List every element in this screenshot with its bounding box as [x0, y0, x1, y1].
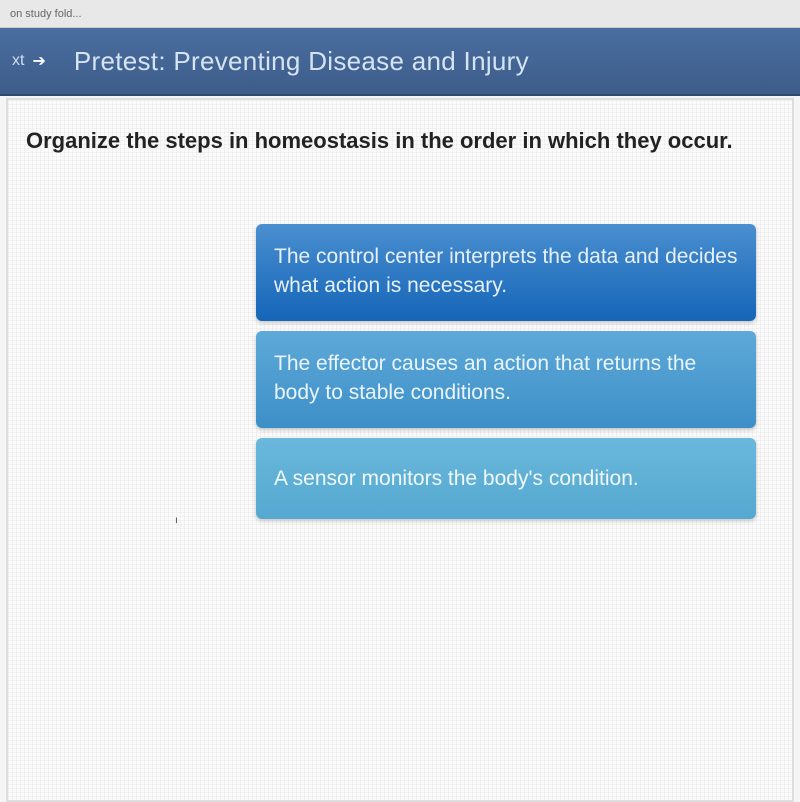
answer-card-text: A sensor monitors the body's condition.: [274, 467, 639, 490]
lesson-title: Pretest: Preventing Disease and Injury: [74, 46, 529, 77]
answer-card[interactable]: The control center interprets the data a…: [256, 224, 756, 321]
nav-back-text[interactable]: xt: [12, 52, 24, 70]
nav-arrow-icon[interactable]: ➔: [32, 51, 45, 71]
cursor-mark: ı: [175, 515, 178, 526]
browser-tab-bar: on study fold...: [0, 0, 800, 28]
answer-cards-container: The control center interprets the data a…: [256, 224, 756, 519]
question-content: Organize the steps in homeostasis in the…: [6, 98, 794, 802]
browser-tab-text: on study fold...: [10, 8, 82, 20]
answer-card-text: The control center interprets the data a…: [274, 245, 737, 297]
answer-card[interactable]: The effector causes an action that retur…: [256, 331, 756, 428]
question-prompt: Organize the steps in homeostasis in the…: [26, 128, 774, 154]
lesson-header: xt ➔ Pretest: Preventing Disease and Inj…: [0, 28, 800, 96]
answer-card[interactable]: A sensor monitors the body's condition.: [256, 438, 756, 519]
answer-card-text: The effector causes an action that retur…: [274, 352, 696, 404]
